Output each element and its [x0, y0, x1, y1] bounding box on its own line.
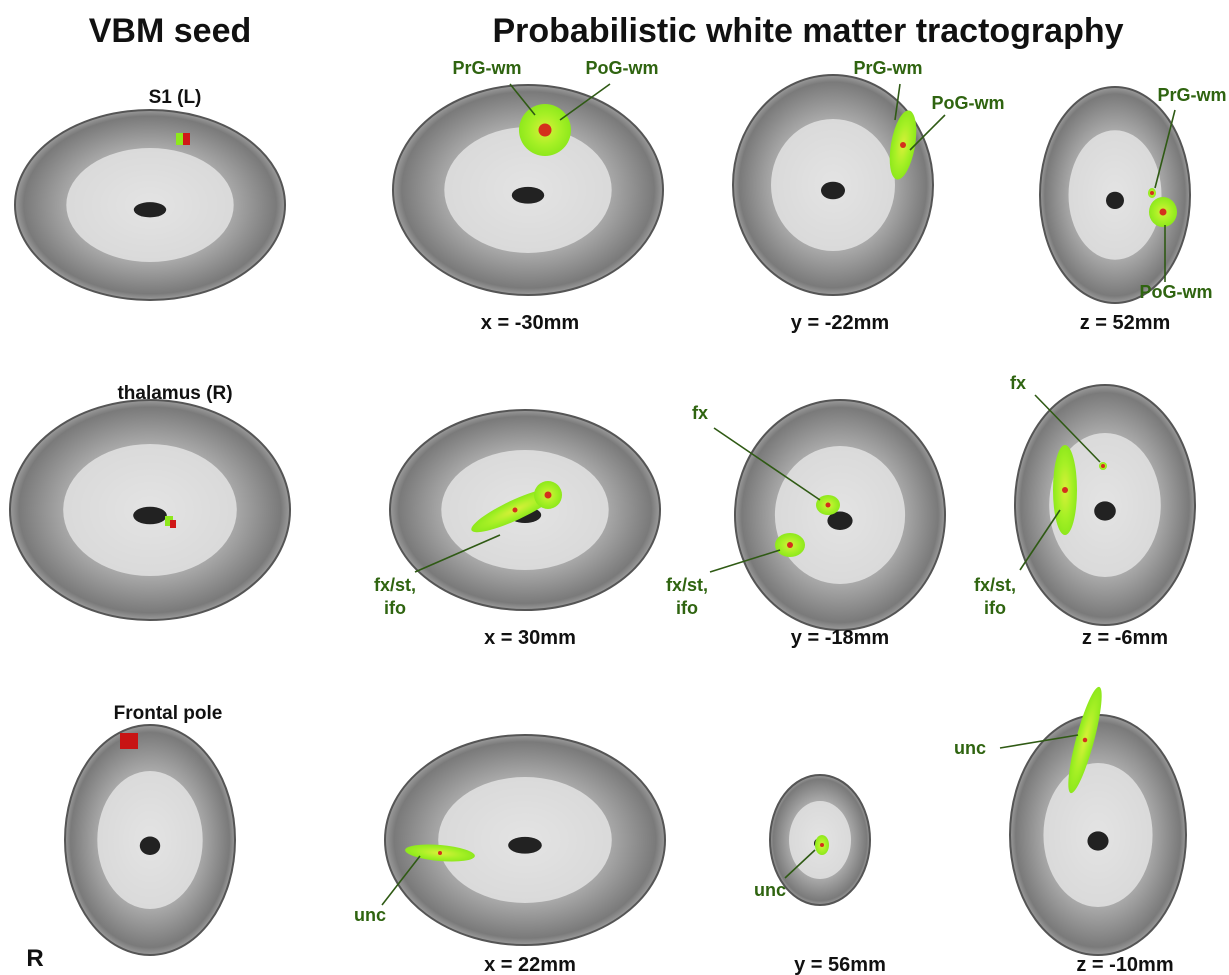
tract-peak — [545, 492, 552, 499]
tract-label: ifo — [984, 598, 1006, 618]
slice-coordinate: z = -10mm — [1076, 954, 1173, 975]
ventricle — [1087, 831, 1108, 850]
orientation-marker: R — [26, 945, 43, 972]
tract-peak — [820, 843, 824, 847]
tract-label: PrG-wm — [1157, 85, 1226, 105]
ventricle — [1106, 192, 1124, 209]
slice-coordinate: y = 56mm — [794, 954, 886, 975]
seed-label: thalamus (R) — [117, 383, 232, 404]
tract-label: fx/st, — [974, 575, 1016, 595]
seed-blob — [176, 133, 184, 145]
tract-label: PoG-wm — [585, 58, 658, 78]
tract-peak — [826, 503, 831, 508]
ventricle — [821, 182, 845, 200]
tract-peak — [1150, 191, 1154, 195]
tract-peak — [539, 124, 552, 137]
seed-label: S1 (L) — [149, 87, 202, 108]
tract-label: unc — [354, 905, 386, 925]
seed-blob — [120, 733, 138, 749]
seed-header: VBM seed — [89, 12, 252, 50]
tract-peak — [1062, 487, 1068, 493]
ventricle — [512, 187, 544, 204]
tract-label: fx/st, — [374, 575, 416, 595]
tractography-header: Probabilistic white matter tractography — [492, 12, 1123, 50]
tract-label: ifo — [676, 598, 698, 618]
tract-peak — [1160, 209, 1167, 216]
tract-label: unc — [954, 738, 986, 758]
figure: VBM seed Probabilistic white matter trac… — [0, 0, 1229, 975]
ventricle — [134, 202, 166, 217]
tract-label: PrG-wm — [452, 58, 521, 78]
slice-coordinate: z = -6mm — [1082, 627, 1168, 649]
slice-coordinate: y = -22mm — [791, 312, 889, 334]
tract-peak — [1083, 738, 1088, 743]
tract-label: unc — [754, 880, 786, 900]
seed-blob — [183, 133, 190, 145]
tract-peak — [513, 508, 518, 513]
tract-label: PoG-wm — [931, 93, 1004, 113]
tract-peak — [438, 851, 442, 855]
seed-blob — [170, 520, 176, 528]
slice-coordinate: z = 52mm — [1080, 312, 1171, 334]
ventricle — [133, 507, 167, 525]
slice-coordinate: x = 30mm — [484, 627, 576, 649]
ventricle — [508, 837, 542, 854]
tract-peak — [1101, 464, 1105, 468]
tract-peak — [900, 142, 906, 148]
tract-label: fx — [692, 403, 708, 423]
tract-label: ifo — [384, 598, 406, 618]
slice-coordinate: x = 22mm — [484, 954, 576, 975]
seed-label: Frontal pole — [114, 703, 223, 724]
slice-coordinate: x = -30mm — [481, 312, 579, 334]
ventricle — [140, 837, 160, 855]
ventricle — [1094, 501, 1116, 520]
tract-label: PoG-wm — [1139, 282, 1212, 302]
slice-coordinate: y = -18mm — [791, 627, 889, 649]
tract-label: fx/st, — [666, 575, 708, 595]
tract-peak — [787, 542, 793, 548]
tract-label: fx — [1010, 373, 1026, 393]
tract-label: PrG-wm — [853, 58, 922, 78]
